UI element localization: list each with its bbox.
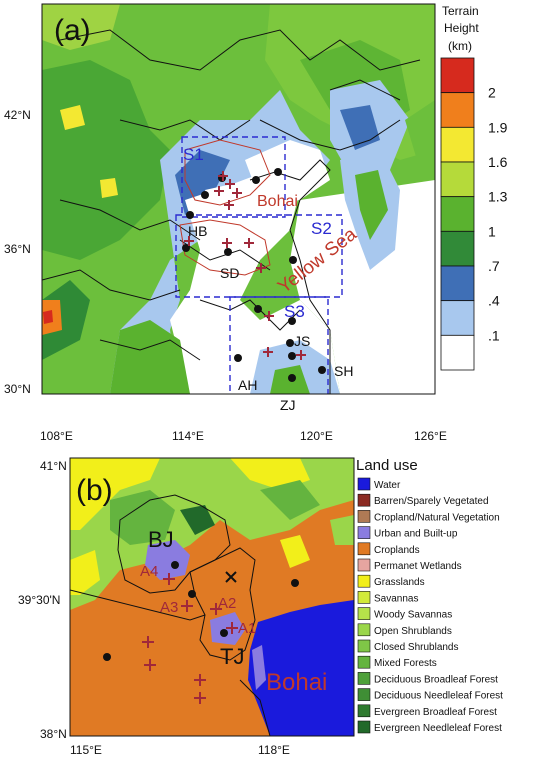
panel-b-label: (b) <box>76 474 113 507</box>
legend-item-label: Closed Shrublands <box>374 642 459 653</box>
legend-item-label: Grasslands <box>374 577 425 588</box>
colorbar: Terrain Height (km) 2 1.9 1.6 1.3 1 .7 .4 .1 <box>440 4 508 371</box>
colorbar-tick-label: 1.9 <box>488 119 508 135</box>
legend-swatch <box>357 591 371 604</box>
colorbar-cell <box>440 161 475 198</box>
y-tick-36n: 36°N <box>4 242 31 256</box>
colorbar-tick-label: .4 <box>488 293 500 309</box>
legend-item-label: Croplands <box>374 545 420 556</box>
province-label-zj: ZJ <box>280 397 296 413</box>
site-label-a1: A1 <box>238 620 256 637</box>
legend: Water Barren/Sparely Vegetated Cropland/Na… <box>357 477 503 734</box>
province-label-sh: SH <box>334 363 353 379</box>
y-tick-41n: 41°N <box>40 459 67 473</box>
colorbar-tick-label: 1.3 <box>488 189 508 205</box>
province-label-hb: HB <box>188 223 207 239</box>
province-label-ah: AH <box>238 377 257 393</box>
legend-swatch <box>357 639 371 653</box>
legend-swatch <box>357 655 371 669</box>
legend-swatch <box>357 558 371 572</box>
sea-label-bohai-b: Bohai <box>266 669 327 696</box>
colorbar-title-2: Height <box>444 21 479 35</box>
y-tick-38n: 38°N <box>40 727 67 741</box>
region-label-s2: S2 <box>311 219 332 238</box>
legend-item-label: Savannas <box>374 593 418 604</box>
legend-swatch <box>357 526 371 539</box>
legend-item-label: Water <box>374 480 401 491</box>
colorbar-cell <box>440 57 475 94</box>
colorbar-tick-label: .1 <box>488 327 500 343</box>
legend-swatch <box>357 672 371 685</box>
legend-title: Land use <box>356 457 418 474</box>
colorbar-cell <box>440 300 475 336</box>
site-label-a3: A3 <box>160 599 178 616</box>
legend-swatch <box>357 542 371 556</box>
colorbar-tick-label: 2 <box>488 85 496 101</box>
legend-item-label: Permanet Wetlands <box>374 561 462 572</box>
legend-swatch <box>357 623 371 637</box>
panel-a-frame <box>41 3 436 395</box>
terrain-map <box>42 4 435 394</box>
legend-item-label: Woody Savannas <box>374 610 452 621</box>
x-tick-126e: 126°E <box>414 429 447 443</box>
panel-a: (a) S1 S2 S3 HB SD JS AH SH ZJ Bohai Yel… <box>4 3 508 443</box>
colorbar-tick-label: 1 <box>488 223 496 239</box>
site-label-a2: A2 <box>218 595 236 612</box>
x-tick-118e: 118°E <box>258 743 290 757</box>
legend-swatch <box>357 477 371 491</box>
y-tick-39-30n: 39°30'N <box>18 593 60 607</box>
x-tick-114e: 114°E <box>172 429 204 443</box>
colorbar-cell <box>440 92 475 128</box>
legend-swatch <box>357 688 371 701</box>
region-label-s3: S3 <box>284 302 305 321</box>
region-label-s1: S1 <box>183 145 204 164</box>
landuse-map <box>70 458 354 736</box>
legend-swatch <box>357 607 371 620</box>
sea-label-bohai-a: Bohai <box>257 193 298 210</box>
panel-b: (b) BJ TJ A1 A2 A3 A4 Bohai 41°N 39°30'N… <box>18 457 503 757</box>
legend-item-label: Barren/Sparely Vegetated <box>374 496 489 507</box>
legend-swatch <box>357 720 371 734</box>
legend-item-label: Deciduous Needleleaf Forest <box>374 691 503 702</box>
legend-item-label: Urban and Built-up <box>374 529 458 540</box>
y-tick-30n: 30°N <box>4 382 31 396</box>
legend-item-label: Deciduous Broadleaf Forest <box>374 674 498 685</box>
cross-marker <box>225 571 237 583</box>
x-tick-115e: 115°E <box>70 743 102 757</box>
colorbar-title-1: Terrain <box>442 4 479 18</box>
panel-b-frame <box>69 457 355 737</box>
colorbar-cell <box>440 196 475 232</box>
city-label-tj: TJ <box>220 644 244 669</box>
legend-item-label: Mixed Forests <box>374 658 437 669</box>
legend-item-label: Cropland/Natural Vegetation <box>374 512 500 523</box>
legend-item-label: Open Shrublands <box>374 626 452 637</box>
colorbar-cell <box>440 265 475 302</box>
x-tick-120e: 120°E <box>300 429 333 443</box>
colorbar-cell <box>440 126 475 163</box>
y-tick-42n: 42°N <box>4 108 31 122</box>
legend-swatch <box>357 510 371 523</box>
colorbar-ticks: 2 1.9 1.6 1.3 1 .7 .4 .1 <box>488 85 508 344</box>
legend-swatch <box>357 574 371 588</box>
x-tick-108e: 108°E <box>40 429 73 443</box>
colorbar-tick-label: 1.6 <box>488 154 508 170</box>
panel-a-label: (a) <box>54 14 91 47</box>
legend-item-label: Evergreen Needleleaf Forest <box>374 723 502 734</box>
colorbar-cells <box>440 57 475 371</box>
colorbar-title-3: (km) <box>448 39 472 53</box>
legend-swatch <box>357 704 371 718</box>
legend-item-label: Evergreen Broadleaf Forest <box>374 707 497 718</box>
colorbar-cell <box>440 230 475 267</box>
site-label-a4: A4 <box>140 563 158 580</box>
city-label-bj: BJ <box>148 527 174 552</box>
province-label-js: JS <box>294 333 310 349</box>
colorbar-cell <box>440 334 475 371</box>
legend-swatch <box>357 493 371 507</box>
province-label-sd: SD <box>220 265 239 281</box>
colorbar-tick-label: .7 <box>488 258 500 274</box>
